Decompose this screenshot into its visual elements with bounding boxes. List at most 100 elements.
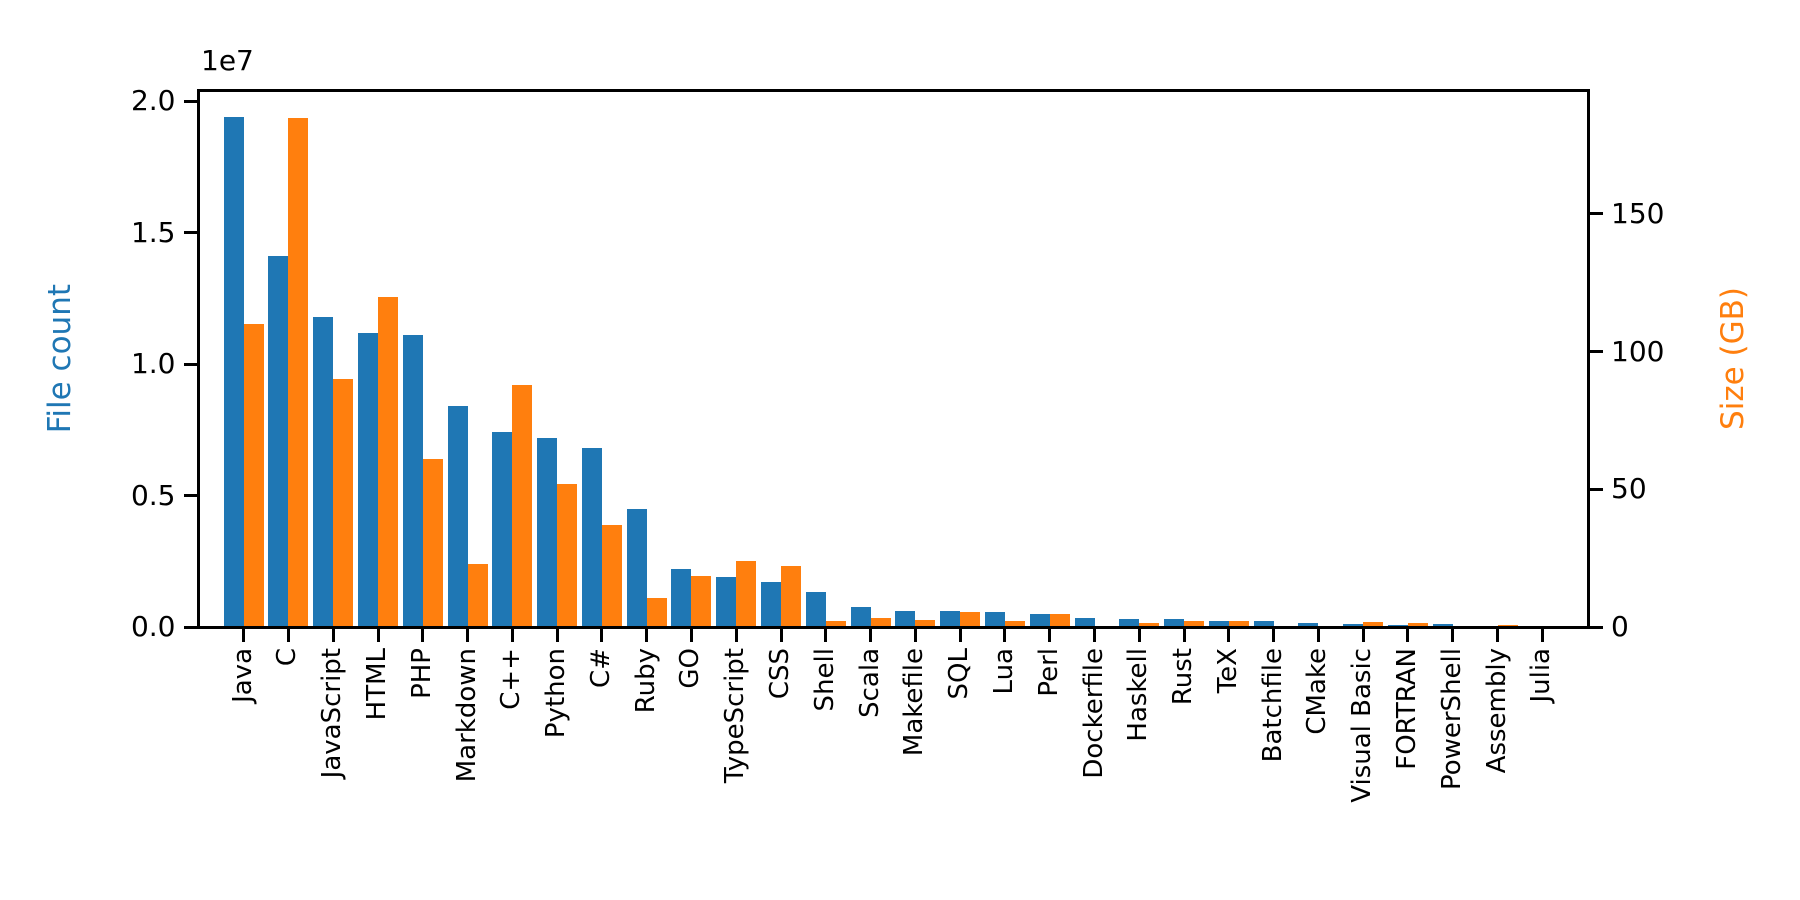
bar-file-count-javascript bbox=[313, 316, 334, 627]
bar-file-count-java bbox=[223, 117, 244, 627]
bar-size-gb-visual-basic bbox=[1363, 622, 1384, 627]
right-y-tick-label: 50 bbox=[1611, 472, 1647, 506]
x-tick-label-css: CSS bbox=[765, 648, 796, 700]
right-y-tick-mark bbox=[1589, 212, 1603, 216]
bar-size-gb-ruby bbox=[646, 598, 667, 627]
x-tick-label-go: GO bbox=[675, 648, 706, 689]
left-y-tick-mark bbox=[183, 99, 197, 103]
bottom-spine bbox=[196, 625, 1590, 629]
left-axis-offset-text: 1e7 bbox=[201, 44, 254, 77]
x-tick-mark bbox=[421, 628, 425, 642]
right-y-tick-label: 0 bbox=[1611, 610, 1629, 643]
x-tick-mark bbox=[1093, 628, 1096, 642]
bar-file-count-lua bbox=[984, 612, 1005, 627]
bar-size-gb-sql bbox=[960, 612, 981, 627]
bar-file-count-html bbox=[358, 332, 379, 627]
bar-file-count-typescript bbox=[716, 577, 737, 627]
x-tick-label-perl: Perl bbox=[1033, 648, 1064, 697]
x-tick-mark bbox=[1540, 628, 1544, 642]
right-y-tick-mark bbox=[1589, 487, 1603, 491]
bar-size-gb-fortran bbox=[1407, 622, 1428, 627]
x-tick-label-ruby: Ruby bbox=[630, 648, 661, 714]
x-tick-mark bbox=[1406, 628, 1410, 642]
bar-size-gb-lua bbox=[1004, 621, 1025, 627]
bar-size-gb-python bbox=[557, 483, 578, 627]
x-tick-label-php: PHP bbox=[406, 648, 437, 699]
bar-file-count-batchfile bbox=[1253, 621, 1274, 627]
x-tick-label-fortran: FORTRAN bbox=[1391, 648, 1422, 770]
bar-size-gb-html bbox=[378, 296, 399, 627]
x-tick-mark bbox=[958, 628, 962, 642]
x-tick-label-dockerfile: Dockerfile bbox=[1078, 648, 1109, 779]
x-tick-label-typescript: TypeScript bbox=[720, 648, 751, 784]
bar-file-count-dockerfile bbox=[1074, 618, 1095, 627]
x-tick-label-haskell: Haskell bbox=[1123, 648, 1154, 742]
x-tick-mark bbox=[734, 628, 738, 642]
x-tick-mark bbox=[286, 628, 290, 642]
x-tick-mark bbox=[331, 628, 335, 642]
x-tick-mark bbox=[824, 628, 828, 642]
right-axis-title-text: Size (GB) bbox=[1715, 287, 1751, 430]
top-spine bbox=[196, 88, 1590, 92]
bar-file-count-perl bbox=[1029, 614, 1050, 627]
bar-size-gb-css bbox=[781, 566, 802, 627]
x-tick-label-c-: C# bbox=[585, 648, 616, 688]
bar-size-gb-perl bbox=[1049, 613, 1070, 627]
x-tick-label-makefile: Makefile bbox=[899, 648, 930, 757]
bar-size-gb-rust bbox=[1184, 620, 1205, 627]
left-y-tick-label: 0.5 bbox=[130, 478, 176, 512]
left-y-tick-mark bbox=[183, 494, 197, 498]
x-tick-mark bbox=[1137, 628, 1141, 642]
bar-file-count-scala bbox=[850, 607, 871, 627]
bar-file-count-ruby bbox=[626, 508, 647, 627]
bar-size-gb-haskell bbox=[1139, 622, 1160, 627]
bar-file-count-c- bbox=[492, 432, 513, 627]
bar-size-gb-c bbox=[288, 117, 309, 627]
bar-size-gb-tex bbox=[1228, 621, 1249, 627]
left-spine bbox=[196, 88, 200, 629]
left-y-tick-label: 1.5 bbox=[130, 215, 176, 249]
bar-file-count-makefile bbox=[895, 611, 916, 627]
bar-file-count-tex bbox=[1208, 620, 1229, 627]
bar-file-count-go bbox=[671, 569, 692, 627]
bar-size-gb-java bbox=[243, 324, 264, 627]
bar-file-count-php bbox=[402, 335, 423, 627]
left-y-tick-label: 0.0 bbox=[130, 610, 176, 643]
x-tick-mark bbox=[1272, 628, 1276, 642]
x-tick-mark bbox=[1451, 628, 1455, 642]
left-axis-title-text: File count bbox=[42, 283, 78, 434]
x-tick-mark bbox=[689, 628, 693, 642]
left-y-tick-mark bbox=[183, 231, 197, 235]
x-tick-label-html: HTML bbox=[362, 648, 393, 721]
bar-size-gb-c- bbox=[601, 525, 622, 627]
bar-file-count-c bbox=[268, 256, 289, 627]
right-y-tick-mark bbox=[1589, 350, 1603, 354]
x-tick-mark bbox=[1316, 628, 1320, 642]
right-y-tick-label: 150 bbox=[1611, 196, 1665, 230]
x-tick-mark bbox=[376, 628, 380, 642]
bar-size-gb-makefile bbox=[915, 619, 936, 627]
bar-file-count-rust bbox=[1164, 618, 1185, 627]
left-y-tick-mark bbox=[183, 362, 197, 366]
x-tick-mark bbox=[913, 628, 917, 642]
x-tick-label-java: Java bbox=[227, 648, 258, 703]
x-tick-mark bbox=[242, 628, 246, 642]
x-tick-mark bbox=[466, 628, 470, 642]
bar-size-gb-markdown bbox=[467, 563, 488, 627]
right-y-tick-mark bbox=[1589, 625, 1603, 629]
x-tick-mark bbox=[645, 628, 649, 642]
x-tick-mark bbox=[1361, 628, 1365, 642]
x-tick-mark bbox=[1048, 628, 1052, 642]
x-tick-label-shell: Shell bbox=[809, 648, 840, 712]
x-tick-label-rust: Rust bbox=[1168, 648, 1199, 706]
x-tick-mark bbox=[555, 628, 559, 642]
left-axis-title: File count bbox=[40, 90, 80, 627]
x-tick-mark bbox=[1003, 628, 1007, 642]
x-tick-label-python: Python bbox=[541, 648, 572, 739]
right-axis-title: Size (GB) bbox=[1713, 90, 1753, 627]
bar-size-gb-go bbox=[691, 576, 712, 627]
right-y-tick-label: 100 bbox=[1611, 334, 1665, 368]
x-tick-label-javascript: JavaScript bbox=[317, 648, 348, 779]
x-tick-label-lua: Lua bbox=[988, 648, 1019, 695]
x-tick-label-scala: Scala bbox=[854, 648, 885, 718]
